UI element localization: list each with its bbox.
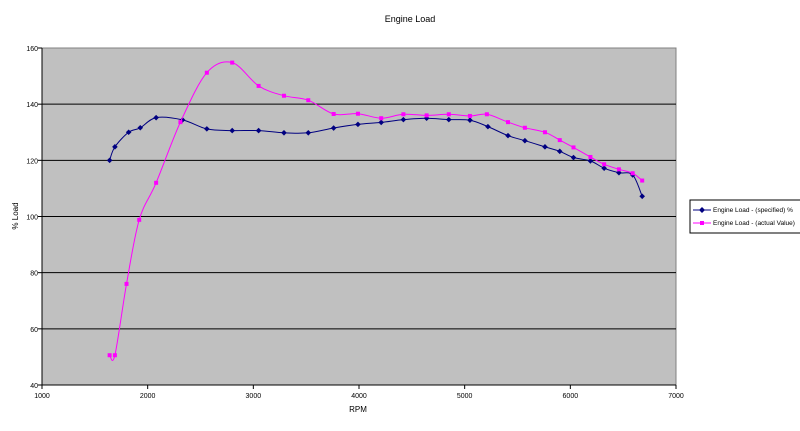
- point-specified-10: [305, 130, 312, 136]
- y-tick-label-120: 120: [26, 158, 38, 165]
- legend-label-actual: Engine Load - (actual Value): [713, 220, 795, 227]
- point-specified-16: [446, 116, 452, 123]
- point-specified-1: [112, 144, 118, 150]
- point-specified-11: [330, 125, 337, 131]
- point-specified-14: [400, 116, 407, 123]
- point-actual-19: [505, 120, 510, 125]
- point-specified-8: [255, 127, 262, 134]
- point-specified-4: [153, 114, 159, 121]
- point-specified-21: [542, 144, 548, 150]
- point-actual-12: [355, 111, 360, 116]
- point-actual-1: [112, 353, 117, 358]
- y-axis-ticks: 40 60 80 100 120 140 160: [26, 46, 42, 390]
- x-axis-ticks: 1000 2000 3000 4000 5000 6000 7000: [34, 48, 684, 400]
- y-tick-label-160: 160: [26, 46, 38, 53]
- point-specified-25: [601, 165, 607, 171]
- y-tick-label-100: 100: [26, 215, 38, 222]
- point-actual-9: [281, 93, 286, 98]
- y-axis-label: % Load: [11, 202, 20, 229]
- x-tick-label-7000: 7000: [668, 393, 684, 400]
- legend-item-actual: Engine Load - (actual Value): [693, 220, 795, 227]
- point-actual-6: [204, 70, 209, 75]
- y-tick-label-40: 40: [30, 383, 38, 390]
- point-actual-7: [230, 60, 235, 65]
- chart-title: Engine Load: [385, 14, 436, 24]
- point-actual-11: [331, 111, 336, 116]
- point-actual-16: [446, 112, 451, 117]
- point-actual-21: [542, 130, 547, 135]
- x-tick-label-4000: 4000: [351, 393, 367, 400]
- y-tick-label-80: 80: [30, 271, 38, 278]
- x-tick-label-2000: 2000: [140, 393, 156, 400]
- y-tick-label-140: 140: [26, 102, 38, 109]
- point-specified-23: [570, 154, 577, 161]
- point-actual-26: [616, 167, 621, 172]
- point-specified-13: [378, 119, 384, 126]
- point-specified-28: [639, 193, 645, 200]
- point-actual-3: [137, 217, 142, 222]
- point-specified-19: [505, 132, 511, 139]
- x-tick-label-1000: 1000: [34, 393, 50, 400]
- point-actual-2: [124, 281, 129, 286]
- point-specified-12: [355, 121, 361, 128]
- point-actual-27: [630, 171, 635, 176]
- point-specified-7: [229, 127, 235, 134]
- point-specified-24: [587, 158, 594, 164]
- point-actual-23: [571, 145, 576, 150]
- legend-marker-actual: [700, 221, 704, 225]
- point-specified-0: [106, 157, 113, 164]
- x-tick-label-3000: 3000: [246, 393, 262, 400]
- point-actual-17: [467, 113, 472, 118]
- point-specified-17: [467, 117, 473, 123]
- point-actual-22: [557, 138, 562, 143]
- point-specified-20: [522, 137, 528, 144]
- legend: Engine Load - (specified) % Engine Load …: [689, 199, 800, 234]
- point-actual-18: [484, 112, 489, 117]
- legend-label-specified: Engine Load - (specified) %: [713, 207, 793, 214]
- point-actual-15: [424, 113, 429, 118]
- point-actual-14: [401, 112, 406, 117]
- point-actual-25: [602, 162, 607, 167]
- point-actual-8: [256, 83, 261, 88]
- point-specified-5: [179, 117, 186, 123]
- point-specified-3: [137, 124, 144, 131]
- legend-item-specified: Engine Load - (specified) %: [693, 207, 793, 214]
- x-tick-label-6000: 6000: [563, 393, 579, 400]
- point-specified-2: [125, 129, 132, 136]
- point-actual-13: [379, 116, 384, 121]
- y-tick-label-60: 60: [30, 327, 38, 334]
- point-specified-22: [556, 148, 563, 155]
- point-actual-0: [107, 353, 112, 358]
- point-specified-6: [204, 126, 210, 132]
- point-actual-20: [522, 125, 527, 130]
- gridlines: [42, 103, 676, 330]
- point-specified-9: [281, 130, 287, 136]
- point-actual-10: [306, 98, 311, 103]
- x-axis-label: RPM: [349, 405, 367, 414]
- point-specified-18: [485, 123, 491, 130]
- point-actual-5: [178, 120, 183, 125]
- point-actual-28: [640, 178, 645, 183]
- legend-box: [689, 199, 800, 234]
- point-actual-24: [588, 154, 593, 159]
- legend-marker-specified: [699, 207, 705, 213]
- point-actual-4: [154, 180, 159, 185]
- x-tick-label-5000: 5000: [457, 393, 473, 400]
- series-group: [106, 60, 645, 361]
